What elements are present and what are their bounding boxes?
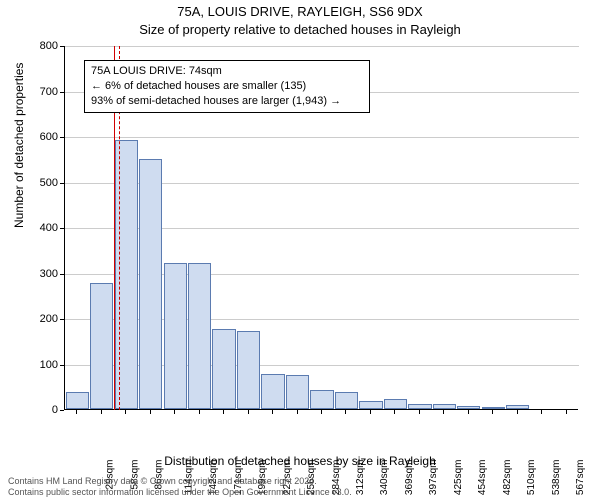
histogram-bar (261, 374, 284, 409)
y-tick-label: 500 (40, 177, 58, 189)
x-axis-label: Distribution of detached houses by size … (0, 454, 600, 468)
gridline (65, 46, 579, 47)
x-tick-mark (517, 410, 518, 414)
histogram-bar (506, 405, 529, 409)
x-tick-mark (199, 410, 200, 414)
x-tick-mark (370, 410, 371, 414)
histogram-bar (359, 401, 382, 409)
y-tick-label: 600 (40, 131, 58, 143)
x-tick-mark (297, 410, 298, 414)
histogram-bar (408, 404, 431, 409)
x-tick-mark (321, 410, 322, 414)
histogram-bar (212, 329, 235, 409)
x-tick-mark (443, 410, 444, 414)
x-tick-mark (394, 410, 395, 414)
callout-line-larger: 93% of semi-detached houses are larger (… (91, 94, 363, 109)
y-tick-mark (60, 319, 64, 320)
footer-line1: Contains HM Land Registry data © Crown c… (8, 476, 352, 487)
y-tick-mark (60, 183, 64, 184)
y-tick-mark (60, 365, 64, 366)
callout-box: 75A LOUIS DRIVE: 74sqm ← 6% of detached … (84, 60, 370, 113)
y-tick-label: 800 (40, 40, 58, 52)
x-tick-mark (492, 410, 493, 414)
x-tick-mark (272, 410, 273, 414)
histogram-bar (286, 375, 309, 409)
y-tick-label: 100 (40, 359, 58, 371)
y-tick-label: 300 (40, 268, 58, 280)
chart-container: 75A, LOUIS DRIVE, RAYLEIGH, SS6 9DX Size… (0, 0, 600, 500)
histogram-bar (90, 283, 113, 409)
x-tick-mark (248, 410, 249, 414)
gridline (65, 137, 579, 138)
x-tick-mark (345, 410, 346, 414)
y-tick-label: 0 (52, 404, 58, 416)
histogram-bar (310, 390, 333, 409)
x-tick-mark (174, 410, 175, 414)
y-tick-mark (60, 46, 64, 47)
histogram-bar (237, 331, 260, 409)
chart-title-subtitle: Size of property relative to detached ho… (0, 22, 600, 37)
x-tick-mark (468, 410, 469, 414)
y-tick-mark (60, 410, 64, 411)
histogram-bar (164, 263, 187, 409)
histogram-bar (384, 399, 407, 409)
x-tick-mark (541, 410, 542, 414)
x-tick-mark (223, 410, 224, 414)
y-tick-label: 700 (40, 86, 58, 98)
x-tick-mark (76, 410, 77, 414)
x-tick-mark (101, 410, 102, 414)
histogram-bar (433, 404, 456, 409)
x-tick-mark (566, 410, 567, 414)
footer-attribution: Contains HM Land Registry data © Crown c… (8, 476, 352, 498)
x-tick-mark (150, 410, 151, 414)
histogram-bar (66, 392, 89, 409)
y-tick-label: 200 (40, 313, 58, 325)
histogram-bar (188, 263, 211, 409)
callout-line-property: 75A LOUIS DRIVE: 74sqm (91, 64, 363, 79)
callout-line-smaller: ← 6% of detached houses are smaller (135… (91, 79, 363, 94)
y-axis-label: Number of detached properties (12, 63, 26, 228)
y-tick-mark (60, 137, 64, 138)
x-tick-mark (419, 410, 420, 414)
histogram-bar (139, 159, 162, 409)
footer-line2: Contains public sector information licen… (8, 487, 352, 498)
histogram-bar (115, 140, 138, 409)
y-tick-mark (60, 228, 64, 229)
y-tick-mark (60, 274, 64, 275)
chart-title-address: 75A, LOUIS DRIVE, RAYLEIGH, SS6 9DX (0, 4, 600, 19)
x-tick-mark (125, 410, 126, 414)
histogram-bar (457, 406, 480, 409)
y-tick-mark (60, 92, 64, 93)
histogram-bar (482, 407, 505, 409)
histogram-bar (335, 392, 358, 409)
y-tick-label: 400 (40, 222, 58, 234)
